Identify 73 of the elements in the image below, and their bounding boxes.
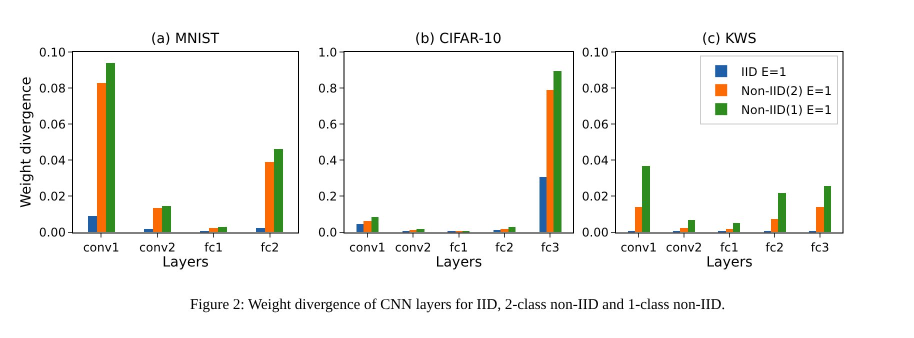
chart-title: (b) CIFAR-10 (415, 31, 502, 47)
y-tick-label: 0.8 (318, 81, 338, 96)
y-tick-label: 0.4 (318, 153, 338, 168)
bar (265, 162, 274, 232)
y-axis-title: Weight divergence (18, 76, 35, 208)
x-tick-label: conv1 (620, 240, 657, 255)
bar (778, 193, 786, 232)
y-tick-label: 0.10 (582, 45, 609, 60)
x-tick-label: conv2 (666, 240, 702, 255)
x-tick-label: fc2 (765, 240, 784, 255)
bar (726, 229, 734, 232)
bar (500, 229, 509, 232)
bar (364, 221, 372, 232)
bar (274, 149, 284, 232)
x-tick-label: fc1 (450, 240, 468, 255)
bar (540, 177, 547, 232)
y-tick-label: 0.00 (39, 225, 66, 240)
x-tick-label: fc1 (204, 240, 223, 255)
y-tick-label: 0.08 (582, 81, 609, 96)
bar (824, 186, 832, 232)
x-tick-label: conv2 (139, 240, 176, 255)
y-tick-label: 0.10 (39, 45, 66, 60)
x-tick-label: conv2 (394, 240, 432, 255)
bar (153, 208, 162, 232)
legend-label: IID E=1 (741, 64, 787, 79)
bar (688, 220, 696, 232)
x-tick-label: conv1 (349, 240, 386, 255)
y-tick-label: 0.0 (318, 225, 338, 240)
x-axis-title: Layers (162, 254, 209, 271)
y-tick-label: 0.04 (39, 153, 66, 168)
y-tick-label: 1.0 (318, 45, 338, 60)
bar (416, 229, 425, 232)
bar (218, 227, 228, 232)
x-axis-title: Layers (436, 254, 482, 271)
x-tick-label: fc2 (260, 240, 280, 255)
bar (546, 90, 554, 232)
caption: Figure 2: Weight divergence of CNN layers for IID, 2-class non-IID and 1-class non-IID. (190, 297, 726, 313)
bar (144, 229, 154, 232)
bar (642, 166, 650, 232)
bar (635, 207, 642, 232)
y-tick-label: 0.2 (318, 189, 338, 204)
bar (816, 207, 824, 232)
bar (508, 227, 516, 232)
bar (256, 228, 266, 232)
bar (733, 223, 740, 232)
bar (554, 71, 562, 232)
bar (162, 206, 172, 232)
y-tick-label: 0.08 (39, 81, 66, 96)
x-axis-title: Layers (706, 254, 753, 271)
bar (680, 228, 688, 232)
x-tick-label: fc3 (540, 240, 560, 255)
x-tick-label: fc2 (495, 240, 514, 255)
y-tick-label: 0.02 (582, 189, 609, 204)
bar (356, 224, 364, 232)
y-tick-label: 0.06 (39, 117, 66, 132)
y-tick-label: 0.00 (582, 225, 609, 240)
bar (106, 63, 116, 232)
y-tick-label: 0.6 (318, 117, 338, 132)
bar (372, 217, 379, 232)
y-tick-label: 0.04 (582, 153, 609, 168)
bar (97, 83, 106, 232)
x-tick-label: conv1 (83, 240, 120, 255)
chart-title: (a) MNIST (151, 31, 220, 47)
x-tick-label: fc1 (720, 240, 739, 255)
x-tick-label: fc3 (810, 240, 830, 255)
legend-label: Non-IID(2) E=1 (741, 84, 832, 98)
chart-title: (c) KWS (702, 31, 757, 47)
y-tick-label: 0.02 (39, 189, 66, 204)
bar (209, 228, 218, 232)
bar (771, 219, 778, 232)
legend-label: Non-IID(1) E=1 (741, 102, 832, 117)
y-tick-label: 0.06 (582, 117, 609, 132)
bar (88, 216, 98, 232)
